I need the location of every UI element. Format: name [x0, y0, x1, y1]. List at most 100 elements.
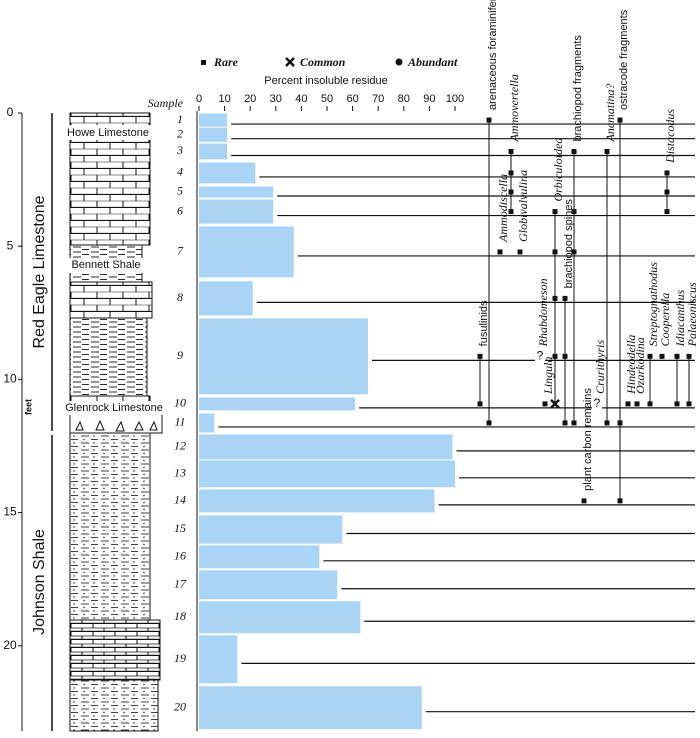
marker-backdrop — [535, 349, 545, 364]
bar — [199, 413, 215, 433]
occurrence-rare — [686, 401, 692, 407]
taxon-label: Streptognathodus — [646, 262, 660, 347]
sample-label: 8 — [177, 290, 183, 304]
bar — [199, 545, 320, 569]
sample-label: 13 — [174, 466, 186, 480]
unit-label: Howe Limestone — [67, 127, 149, 139]
sample-label: 20 — [174, 699, 186, 713]
occurrence-rare — [486, 117, 492, 123]
occurrence-rare — [647, 401, 653, 407]
x-tick-label: 100 — [446, 93, 464, 105]
x-tick-label: 70 — [372, 93, 384, 105]
x-tick-label: 90 — [423, 93, 435, 105]
occurrence-rare — [674, 401, 680, 407]
occurrence-rare — [571, 209, 577, 215]
occurrence-rare — [477, 401, 483, 407]
bar — [199, 186, 274, 198]
sample-header: Sample — [148, 96, 184, 110]
taxon-label: Idiacanthus — [673, 289, 687, 347]
x-tick-label: 50 — [321, 93, 333, 105]
thin-limestone-beds — [69, 619, 161, 681]
shale-bed — [69, 679, 159, 732]
sample-label: 2 — [177, 126, 183, 140]
taxon-label: Distacodus — [663, 109, 677, 164]
marker-backdrop — [592, 396, 602, 411]
bar — [199, 515, 343, 544]
occurrence-rare — [508, 170, 514, 176]
taxon-label: Orbiculoidea — [551, 138, 565, 202]
occurrence-rare — [625, 401, 631, 407]
sample-label: 14 — [174, 493, 186, 507]
occurrence-rare — [647, 353, 653, 359]
occurrence-query: ? — [537, 349, 544, 363]
y-tick-label: 15 — [3, 505, 17, 519]
sample-label: 1 — [177, 112, 183, 126]
occurrence-rare — [664, 189, 670, 195]
x-tick-label: 0 — [196, 93, 202, 105]
x-tick-label: 10 — [218, 93, 230, 105]
y-tick-label: 10 — [3, 372, 17, 386]
occurrence-rare — [508, 148, 514, 154]
occurrence-rare — [659, 353, 665, 359]
taxon-label: brachiopod spines — [563, 199, 575, 289]
label-backdrop — [58, 401, 170, 415]
sample-label: 19 — [174, 651, 186, 665]
sample-label: 11 — [174, 415, 185, 429]
occurrence-rare — [552, 295, 558, 301]
sample-label: 3 — [176, 143, 183, 157]
x-tick-label: 40 — [295, 93, 307, 105]
sample-label: 6 — [177, 203, 183, 217]
formation-label: Johnson Shale — [31, 529, 48, 635]
occurrence-rare — [486, 420, 492, 426]
bar — [199, 199, 274, 224]
sample-label: 5 — [177, 184, 183, 198]
legend-marker — [201, 60, 206, 65]
bar — [199, 162, 256, 184]
occurrence-rare — [571, 148, 577, 154]
axis-title: Percent insoluble residue — [264, 75, 388, 87]
taxon-label: Lingula — [541, 357, 555, 395]
limestone-bed — [69, 281, 153, 319]
taxon-label: Ozarkodina — [633, 337, 647, 394]
bar — [199, 113, 228, 127]
occurrence-rare — [552, 353, 558, 359]
taxon-label: plant carbon remains — [582, 388, 594, 491]
conglomerate-pattern — [75, 419, 158, 432]
unit-label: Bennett Shale — [71, 259, 140, 271]
y-tick-label: 5 — [7, 238, 14, 252]
occurrence-rare — [634, 401, 640, 407]
taxon-label: ostracode fragments — [618, 9, 630, 110]
sample-label: 17 — [174, 577, 187, 591]
occurrence-rare — [571, 249, 577, 255]
bar — [199, 434, 453, 460]
occurrence-rare — [664, 209, 670, 215]
label-backdrop — [62, 125, 154, 140]
occurrence-rare — [508, 209, 514, 215]
occurrence-rare — [571, 420, 577, 426]
occurrence-rare — [617, 117, 623, 123]
occurrence-rare — [617, 420, 623, 426]
sample-label: 15 — [174, 521, 186, 535]
taxon-label: Ammovertella — [507, 74, 521, 142]
legend-label: Rare — [213, 55, 239, 69]
occurrence-rare — [604, 420, 610, 426]
formation-label: Red Eagle Limestone — [31, 195, 48, 348]
occurrence-rare — [508, 189, 514, 195]
bar — [199, 489, 435, 513]
bar — [199, 143, 228, 160]
taxon-label: Crurithyris — [593, 340, 607, 394]
occurrence-rare — [552, 209, 558, 215]
taxon-label: Ammodiscella — [496, 174, 510, 243]
occurrence-rare — [542, 401, 548, 407]
bar — [199, 127, 228, 142]
bar — [199, 635, 238, 684]
legend-marker — [395, 58, 403, 66]
sample-label: 9 — [177, 348, 183, 362]
sample-label: 18 — [174, 609, 186, 623]
occurrence-query: ? — [594, 396, 601, 410]
occurrence-rare — [562, 353, 568, 359]
x-tick-label: 30 — [270, 93, 282, 105]
legend-marker — [285, 57, 295, 67]
taxon-label: Cooperella — [658, 293, 672, 347]
